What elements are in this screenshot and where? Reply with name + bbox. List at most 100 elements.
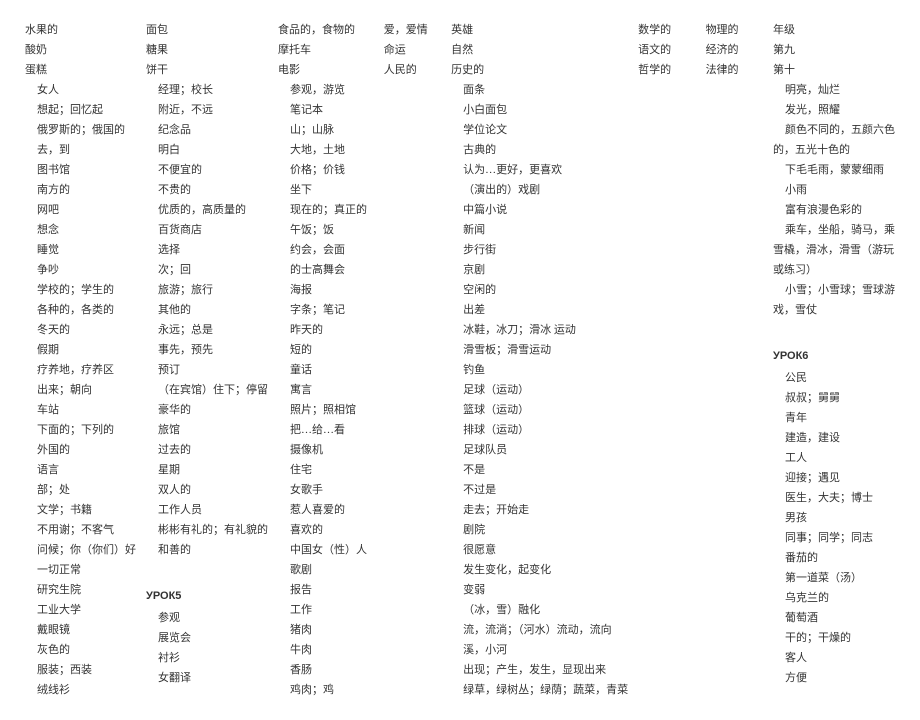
vocab-item: 海报: [278, 280, 374, 300]
vocab-item: 女歌手: [278, 480, 374, 500]
vocab-item: 方便: [773, 668, 895, 688]
vocab-item: 乘车，坐船，骑马，乘: [773, 220, 895, 240]
vocab-item: 女人: [25, 80, 136, 100]
vocab-item: 外国的: [25, 440, 136, 460]
vocab-item: 或练习）: [773, 260, 895, 280]
vocab-item: 学位论文: [451, 120, 628, 140]
vocab-item: 发生变化，起变化: [451, 560, 628, 580]
vocab-item: 下毛毛雨，蒙蒙细雨: [773, 160, 895, 180]
lesson-heading: УРОК5: [146, 586, 268, 606]
vocab-item: 其他的: [146, 300, 268, 320]
vocab-item: 假期: [25, 340, 136, 360]
vocab-item: 研究生院: [25, 580, 136, 600]
vocab-item: 选择: [146, 240, 268, 260]
vocab-item: 问候；你（你们）好: [25, 540, 136, 560]
vocab-item: 把…给…看: [278, 420, 374, 440]
vocab-item: 下面的；下列的: [25, 420, 136, 440]
vocab-item: 发光，照耀: [773, 100, 895, 120]
vocab-item: 同事；同学；同志: [773, 528, 895, 548]
vocab-item: 溪，小河: [451, 640, 628, 660]
vocab-item: 走去；开始走: [451, 500, 628, 520]
column-2: 面包糖果饼干经理；校长附近，不远纪念品明白不便宜的不贵的优质的，高质量的百货商店…: [141, 20, 273, 700]
vocab-item: 学校的；学生的: [25, 280, 136, 300]
vocab-item: 面条: [451, 80, 628, 100]
vocab-item: 数学的: [638, 20, 695, 40]
vocab-item: 争吵: [25, 260, 136, 280]
vocab-item: 医生，大夫；博士: [773, 488, 895, 508]
vocab-item: 星期: [146, 460, 268, 480]
vocab-item: 自然: [451, 40, 628, 60]
vocab-item: 展览会: [146, 628, 268, 648]
vocab-item: 纪念品: [146, 120, 268, 140]
vocab-item: 小雨: [773, 180, 895, 200]
vocab-item: 现在的；真正的: [278, 200, 374, 220]
vocab-item: 网吧: [25, 200, 136, 220]
column-7: 物理的经济的法律的: [701, 20, 768, 700]
vocab-item: 不便宜的: [146, 160, 268, 180]
vocab-item: 京剧: [451, 260, 628, 280]
vocab-item: 剧院: [451, 520, 628, 540]
lesson-heading: УРОК6: [773, 346, 895, 366]
vocab-item: 第十: [773, 60, 895, 80]
vocab-item: 第九: [773, 40, 895, 60]
vocab-item: 小雪；小雪球；雪球游: [773, 280, 895, 300]
vocab-item: 工业大学: [25, 600, 136, 620]
vocab-item: 的士高舞会: [278, 260, 374, 280]
vocab-item: 部；处: [25, 480, 136, 500]
vocab-item: 照片；照相馆: [278, 400, 374, 420]
vocab-item: 滑雪板；滑雪运动: [451, 340, 628, 360]
vocab-item: 哲学的: [638, 60, 695, 80]
vocab-item: 约会，会面: [278, 240, 374, 260]
vocab-item: 步行街: [451, 240, 628, 260]
vocab-item: 鸡肉；鸡: [278, 680, 374, 700]
vocab-item: 昨天的: [278, 320, 374, 340]
vocab-item: 年级: [773, 20, 895, 40]
vocab-item: 不过是: [451, 480, 628, 500]
vocab-item: 旅馆: [146, 420, 268, 440]
vocab-item: 中国女（性）人: [278, 540, 374, 560]
vocab-item: 新闻: [451, 220, 628, 240]
vocab-item: 服装；西装: [25, 660, 136, 680]
vocab-item: 童话: [278, 360, 374, 380]
vocab-item: 优质的，高质量的: [146, 200, 268, 220]
vocab-item: 爱，爱情: [384, 20, 441, 40]
vocab-item: 衬衫: [146, 648, 268, 668]
vocab-item: 惹人喜爱的: [278, 500, 374, 520]
vocab-item: 乌克兰的: [773, 588, 895, 608]
column-6: 数学的语文的哲学的: [633, 20, 700, 700]
vocab-item: 永远；总是: [146, 320, 268, 340]
vocab-item: 钓鱼: [451, 360, 628, 380]
vocab-item: 附近，不远: [146, 100, 268, 120]
vocab-item: 客人: [773, 648, 895, 668]
vocab-item: （在宾馆）住下；停留: [146, 380, 268, 400]
vocab-item: 灰色的: [25, 640, 136, 660]
vocab-item: 去，到: [25, 140, 136, 160]
vocab-item: 南方的: [25, 180, 136, 200]
vocab-item: 戴眼镜: [25, 620, 136, 640]
vocab-item: 公民: [773, 368, 895, 388]
vocab-item: 雪橇，滑冰，滑雪（游玩: [773, 240, 895, 260]
vocab-item: 笔记本: [278, 100, 374, 120]
vocab-item: 人民的: [384, 60, 441, 80]
vocab-item: 古典的: [451, 140, 628, 160]
vocab-item: 次；回: [146, 260, 268, 280]
vocab-item: [146, 560, 268, 580]
vocab-item: 叔叔；舅舅: [773, 388, 895, 408]
vocab-item: 水果的: [25, 20, 136, 40]
vocab-item: 参观，游览: [278, 80, 374, 100]
vocab-item: 葡萄酒: [773, 608, 895, 628]
vocab-item: 歌剧: [278, 560, 374, 580]
vocab-item: 绿草，绿树丛；绿荫；蔬菜，青菜: [451, 680, 628, 700]
vocab-item: 变弱: [451, 580, 628, 600]
vocab-item: 不贵的: [146, 180, 268, 200]
vocab-item: （冰，雪）融化: [451, 600, 628, 620]
vocab-item: 明亮，灿烂: [773, 80, 895, 100]
vocab-item: 排球（运动）: [451, 420, 628, 440]
vocab-item: 小白面包: [451, 100, 628, 120]
vocab-item: 足球（运动）: [451, 380, 628, 400]
vocab-item: 百货商店: [146, 220, 268, 240]
vocab-item: 酸奶: [25, 40, 136, 60]
vocab-item: 香肠: [278, 660, 374, 680]
vocab-item: 寓言: [278, 380, 374, 400]
vocab-item: 旅游；旅行: [146, 280, 268, 300]
